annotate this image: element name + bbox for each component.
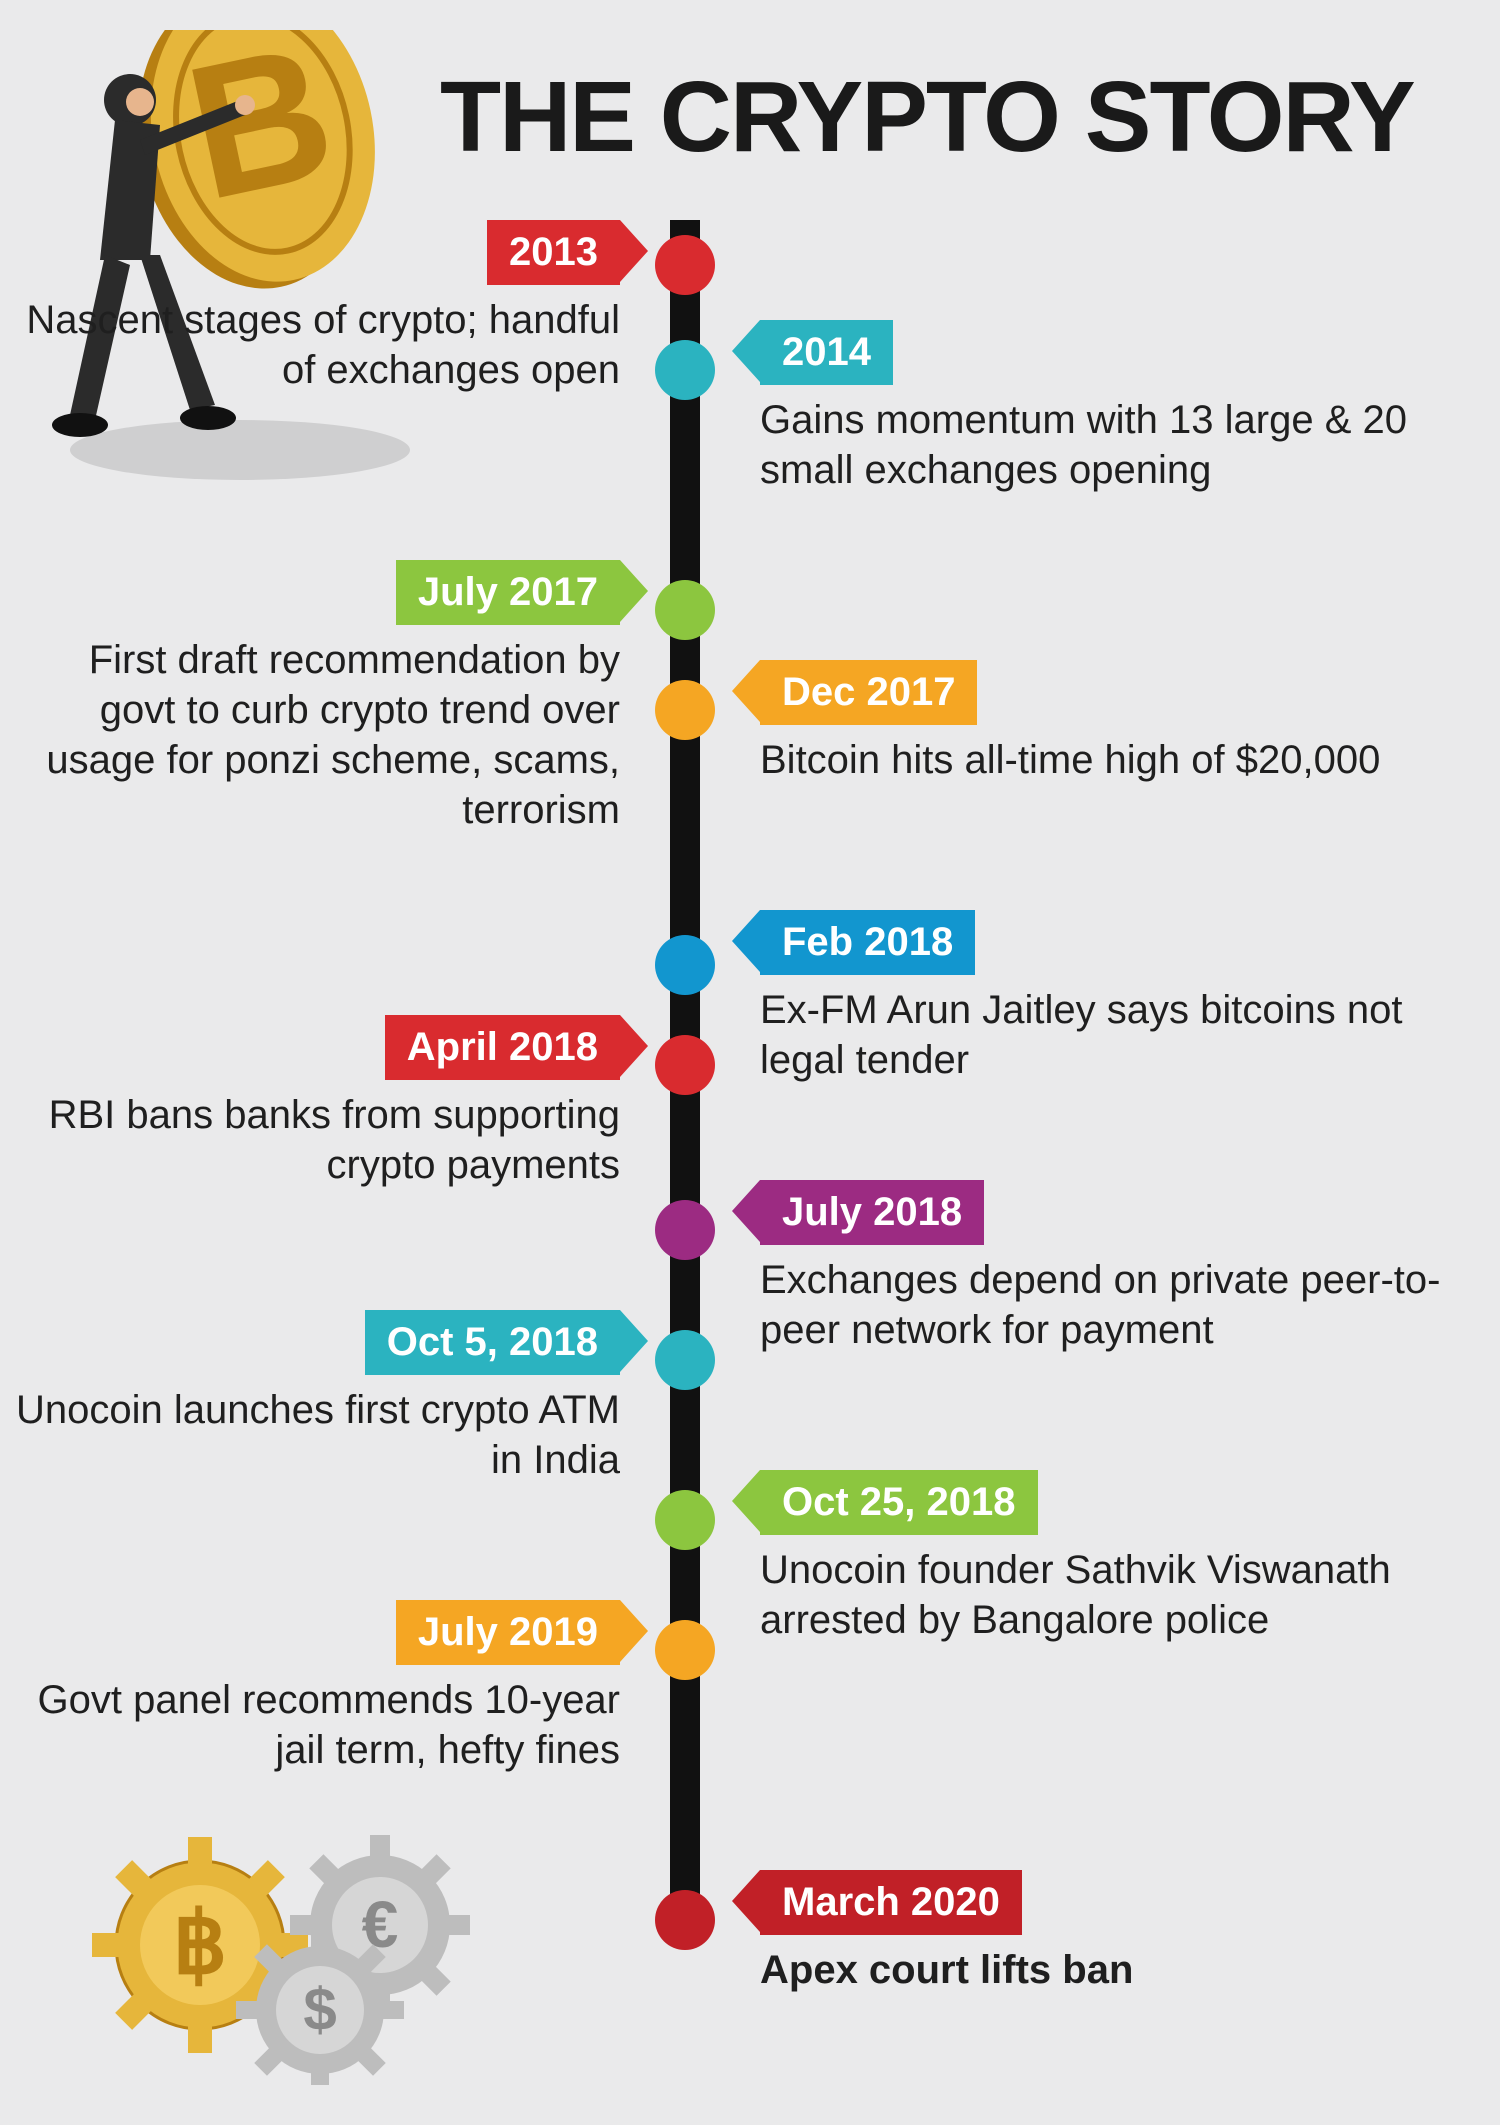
timeline-dot <box>655 340 715 400</box>
timeline-desc: Gains momentum with 13 large & 20 small … <box>760 395 1460 495</box>
timeline-entry: July 2017 First draft recommendation by g… <box>10 560 620 835</box>
timeline-date-flag: March 2020 <box>760 1870 1022 1935</box>
timeline-entry: Dec 2017 Bitcoin hits all-time high of $2… <box>760 660 1460 785</box>
timeline-desc: Nascent stages of crypto; handful of exc… <box>10 295 620 395</box>
timeline-desc: First draft recommendation by govt to cu… <box>10 635 620 835</box>
timeline-date-flag: July 2019 <box>396 1600 620 1665</box>
timeline-dot <box>655 1330 715 1390</box>
timeline-date-flag: April 2018 <box>385 1015 620 1080</box>
timeline-dot <box>655 1620 715 1680</box>
timeline-entry: March 2020 Apex court lifts ban <box>760 1870 1460 1995</box>
timeline-dot <box>655 1200 715 1260</box>
timeline-dot <box>655 235 715 295</box>
timeline-dot <box>655 935 715 995</box>
timeline-date-flag: 2013 <box>487 220 620 285</box>
timeline-dot <box>655 680 715 740</box>
timeline-entry: April 2018 RBI bans banks from supporting… <box>10 1015 620 1190</box>
timeline-dot <box>655 1490 715 1550</box>
timeline-desc: Apex court lifts ban <box>760 1945 1460 1995</box>
svg-text:฿: ฿ <box>173 1896 228 1992</box>
timeline-entry: 2014 Gains momentum with 13 large & 20 sm… <box>760 320 1460 495</box>
timeline-desc: Bitcoin hits all-time high of $20,000 <box>760 735 1460 785</box>
timeline-entry: Oct 5, 2018 Unocoin launches first crypto… <box>10 1310 620 1485</box>
timeline-desc: RBI bans banks from supporting crypto pa… <box>10 1090 620 1190</box>
timeline-desc: Exchanges depend on private peer-to-peer… <box>760 1255 1460 1355</box>
timeline-desc: Unocoin launches first crypto ATM in Ind… <box>10 1385 620 1485</box>
svg-text:€: € <box>362 1887 399 1961</box>
timeline-date-flag: July 2018 <box>760 1180 984 1245</box>
timeline-entry: 2013 Nascent stages of crypto; handful of… <box>10 220 620 395</box>
timeline-dot <box>655 1890 715 1950</box>
svg-text:$: $ <box>303 1976 336 2043</box>
timeline-desc: Unocoin founder Sathvik Viswanath arrest… <box>760 1545 1460 1645</box>
timeline-date-flag: July 2017 <box>396 560 620 625</box>
timeline-dot <box>655 580 715 640</box>
timeline-date-flag: Feb 2018 <box>760 910 975 975</box>
timeline-desc: Ex-FM Arun Jaitley says bitcoins not leg… <box>760 985 1460 1085</box>
timeline-entry: Feb 2018 Ex-FM Arun Jaitley says bitcoins… <box>760 910 1460 1085</box>
coins-illustration: ฿ € $ <box>70 1835 570 2085</box>
timeline-dot <box>655 1035 715 1095</box>
timeline-date-flag: Dec 2017 <box>760 660 977 725</box>
timeline-entry: Oct 25, 2018 Unocoin founder Sathvik Visw… <box>760 1470 1460 1645</box>
timeline-entry: July 2018 Exchanges depend on private pee… <box>760 1180 1460 1355</box>
timeline-date-flag: Oct 25, 2018 <box>760 1470 1038 1535</box>
timeline-desc: Govt panel recommends 10-year jail term,… <box>10 1675 620 1775</box>
timeline-entry: July 2019 Govt panel recommends 10-year j… <box>10 1600 620 1775</box>
timeline-date-flag: 2014 <box>760 320 893 385</box>
page-title: THE CRYPTO STORY <box>440 60 1414 175</box>
timeline-date-flag: Oct 5, 2018 <box>365 1310 620 1375</box>
